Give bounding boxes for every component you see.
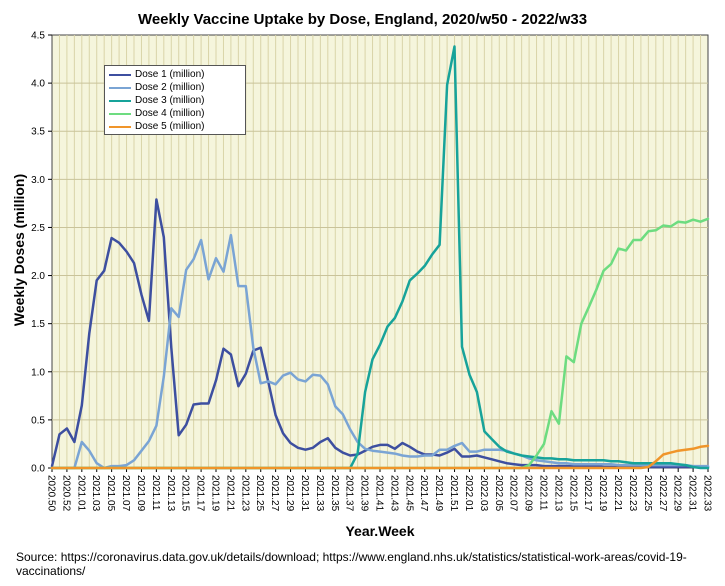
- x-tick-label: 2021.21: [224, 475, 235, 512]
- x-tick-label: 2021.45: [403, 475, 414, 512]
- x-tick-label: 2022.01: [463, 475, 474, 512]
- x-tick-label: 2022.05: [493, 475, 504, 512]
- x-tick-label: 2021.41: [374, 475, 385, 512]
- x-tick-label: 2022.33: [702, 475, 713, 512]
- x-tick-label: 2021.43: [388, 475, 399, 512]
- x-tick-label: 2022.11: [538, 475, 549, 511]
- legend-label-dose-4: Dose 4 (million): [135, 108, 205, 119]
- legend-swatch-dose-1: [109, 73, 131, 76]
- y-tick-label: 3.0: [31, 175, 45, 186]
- y-tick-label: 4.5: [31, 31, 45, 42]
- x-tick-label: 2021.17: [195, 475, 206, 512]
- x-tick-label: 2020.52: [60, 475, 71, 512]
- y-tick-label: 2.5: [31, 223, 45, 234]
- x-tick-label: 2022.13: [552, 475, 563, 512]
- x-tick-label: 2022.15: [567, 475, 578, 512]
- x-tick-label: 2021.11: [150, 475, 161, 511]
- legend-swatch-dose-4: [109, 112, 131, 115]
- x-tick-label: 2022.17: [582, 475, 593, 512]
- x-tick-label: 2021.37: [344, 475, 355, 512]
- y-tick-label: 4.0: [31, 79, 45, 90]
- y-tick-label: 0.0: [31, 464, 45, 475]
- legend-item-dose-1: Dose 1 (million): [109, 68, 204, 81]
- x-tick-label: 2022.23: [627, 475, 638, 512]
- x-axis: 2020.50 2020.52 2021.01 2021.03 2021.05 2021.…: [46, 468, 713, 512]
- x-tick-label: 2021.13: [165, 475, 176, 512]
- y-tick-label: 3.5: [31, 127, 45, 138]
- x-tick-label: 2022.25: [642, 475, 653, 512]
- series-lines: [50, 45, 710, 470]
- legend-item-dose-3: Dose 3 (million): [109, 94, 204, 107]
- x-tick-label: 2021.23: [239, 475, 250, 512]
- x-tick-label: 2022.27: [657, 475, 668, 512]
- x-tick-label: 2022.31: [687, 475, 698, 512]
- x-tick-label: 2022.19: [597, 475, 608, 512]
- legend-item-dose-2: Dose 2 (million): [109, 81, 204, 94]
- legend: Dose 1 (million) Dose 2 (million) Dose 3…: [104, 65, 246, 135]
- series-line-dose-1: [50, 198, 710, 469]
- y-tick-label: 0.5: [31, 415, 45, 426]
- legend-swatch-dose-2: [109, 86, 131, 89]
- x-tick-label: 2021.35: [329, 475, 340, 512]
- x-tick-label: 2022.21: [612, 475, 623, 512]
- y-axis-label: Weekly Doses (million): [11, 173, 27, 327]
- x-tick-label: 2022.29: [672, 475, 683, 512]
- x-tick-label: 2022.09: [523, 475, 534, 512]
- legend-label-dose-3: Dose 3 (million): [135, 95, 205, 106]
- x-tick-label: 2021.03: [90, 475, 101, 512]
- series-line-dose-5: [50, 444, 710, 470]
- legend-swatch-dose-3: [109, 99, 131, 102]
- x-tick-label: 2021.33: [314, 475, 325, 512]
- x-tick-label: 2021.49: [433, 475, 444, 512]
- y-axis: 0.0 0.5 1.0 1.5 2.0 2.5 3.0 3.5 4.0 4.5: [31, 31, 52, 475]
- x-tick-label: 2021.07: [120, 475, 131, 512]
- y-tick-label: 2.0: [31, 271, 45, 282]
- x-tick-label: 2021.27: [269, 475, 280, 512]
- x-tick-label: 2021.25: [254, 475, 265, 512]
- x-tick-label: 2020.50: [46, 475, 57, 512]
- x-tick-label: 2021.39: [359, 475, 370, 512]
- x-tick-label: 2022.03: [478, 475, 489, 512]
- y-tick-label: 1.0: [31, 367, 45, 378]
- source-note: Source: https://coronavirus.data.gov.uk/…: [16, 550, 687, 578]
- x-tick-label: 2021.29: [284, 475, 295, 512]
- x-tick-label: 2021.51: [448, 475, 459, 512]
- y-tick-label: 1.5: [31, 319, 45, 330]
- x-tick-label: 2021.15: [180, 475, 191, 512]
- legend-item-dose-5: Dose 5 (million): [109, 120, 204, 133]
- x-tick-label: 2021.19: [210, 475, 221, 512]
- x-axis-label: Year.Week: [345, 523, 415, 539]
- legend-label-dose-5: Dose 5 (million): [135, 121, 205, 132]
- x-tick-label: 2022.07: [508, 475, 519, 512]
- legend-label-dose-1: Dose 1 (million): [135, 69, 205, 80]
- legend-swatch-dose-5: [109, 125, 131, 128]
- series-line-dose-2: [50, 233, 710, 470]
- x-tick-label: 2021.31: [299, 475, 310, 512]
- legend-item-dose-4: Dose 4 (million): [109, 107, 204, 120]
- legend-label-dose-2: Dose 2 (million): [135, 82, 205, 93]
- x-tick-label: 2021.01: [75, 475, 86, 512]
- x-tick-label: 2021.47: [418, 475, 429, 512]
- x-tick-label: 2021.05: [105, 475, 116, 512]
- x-tick-label: 2021.09: [135, 475, 146, 512]
- chart-title: Weekly Vaccine Uptake by Dose, England, …: [137, 11, 588, 28]
